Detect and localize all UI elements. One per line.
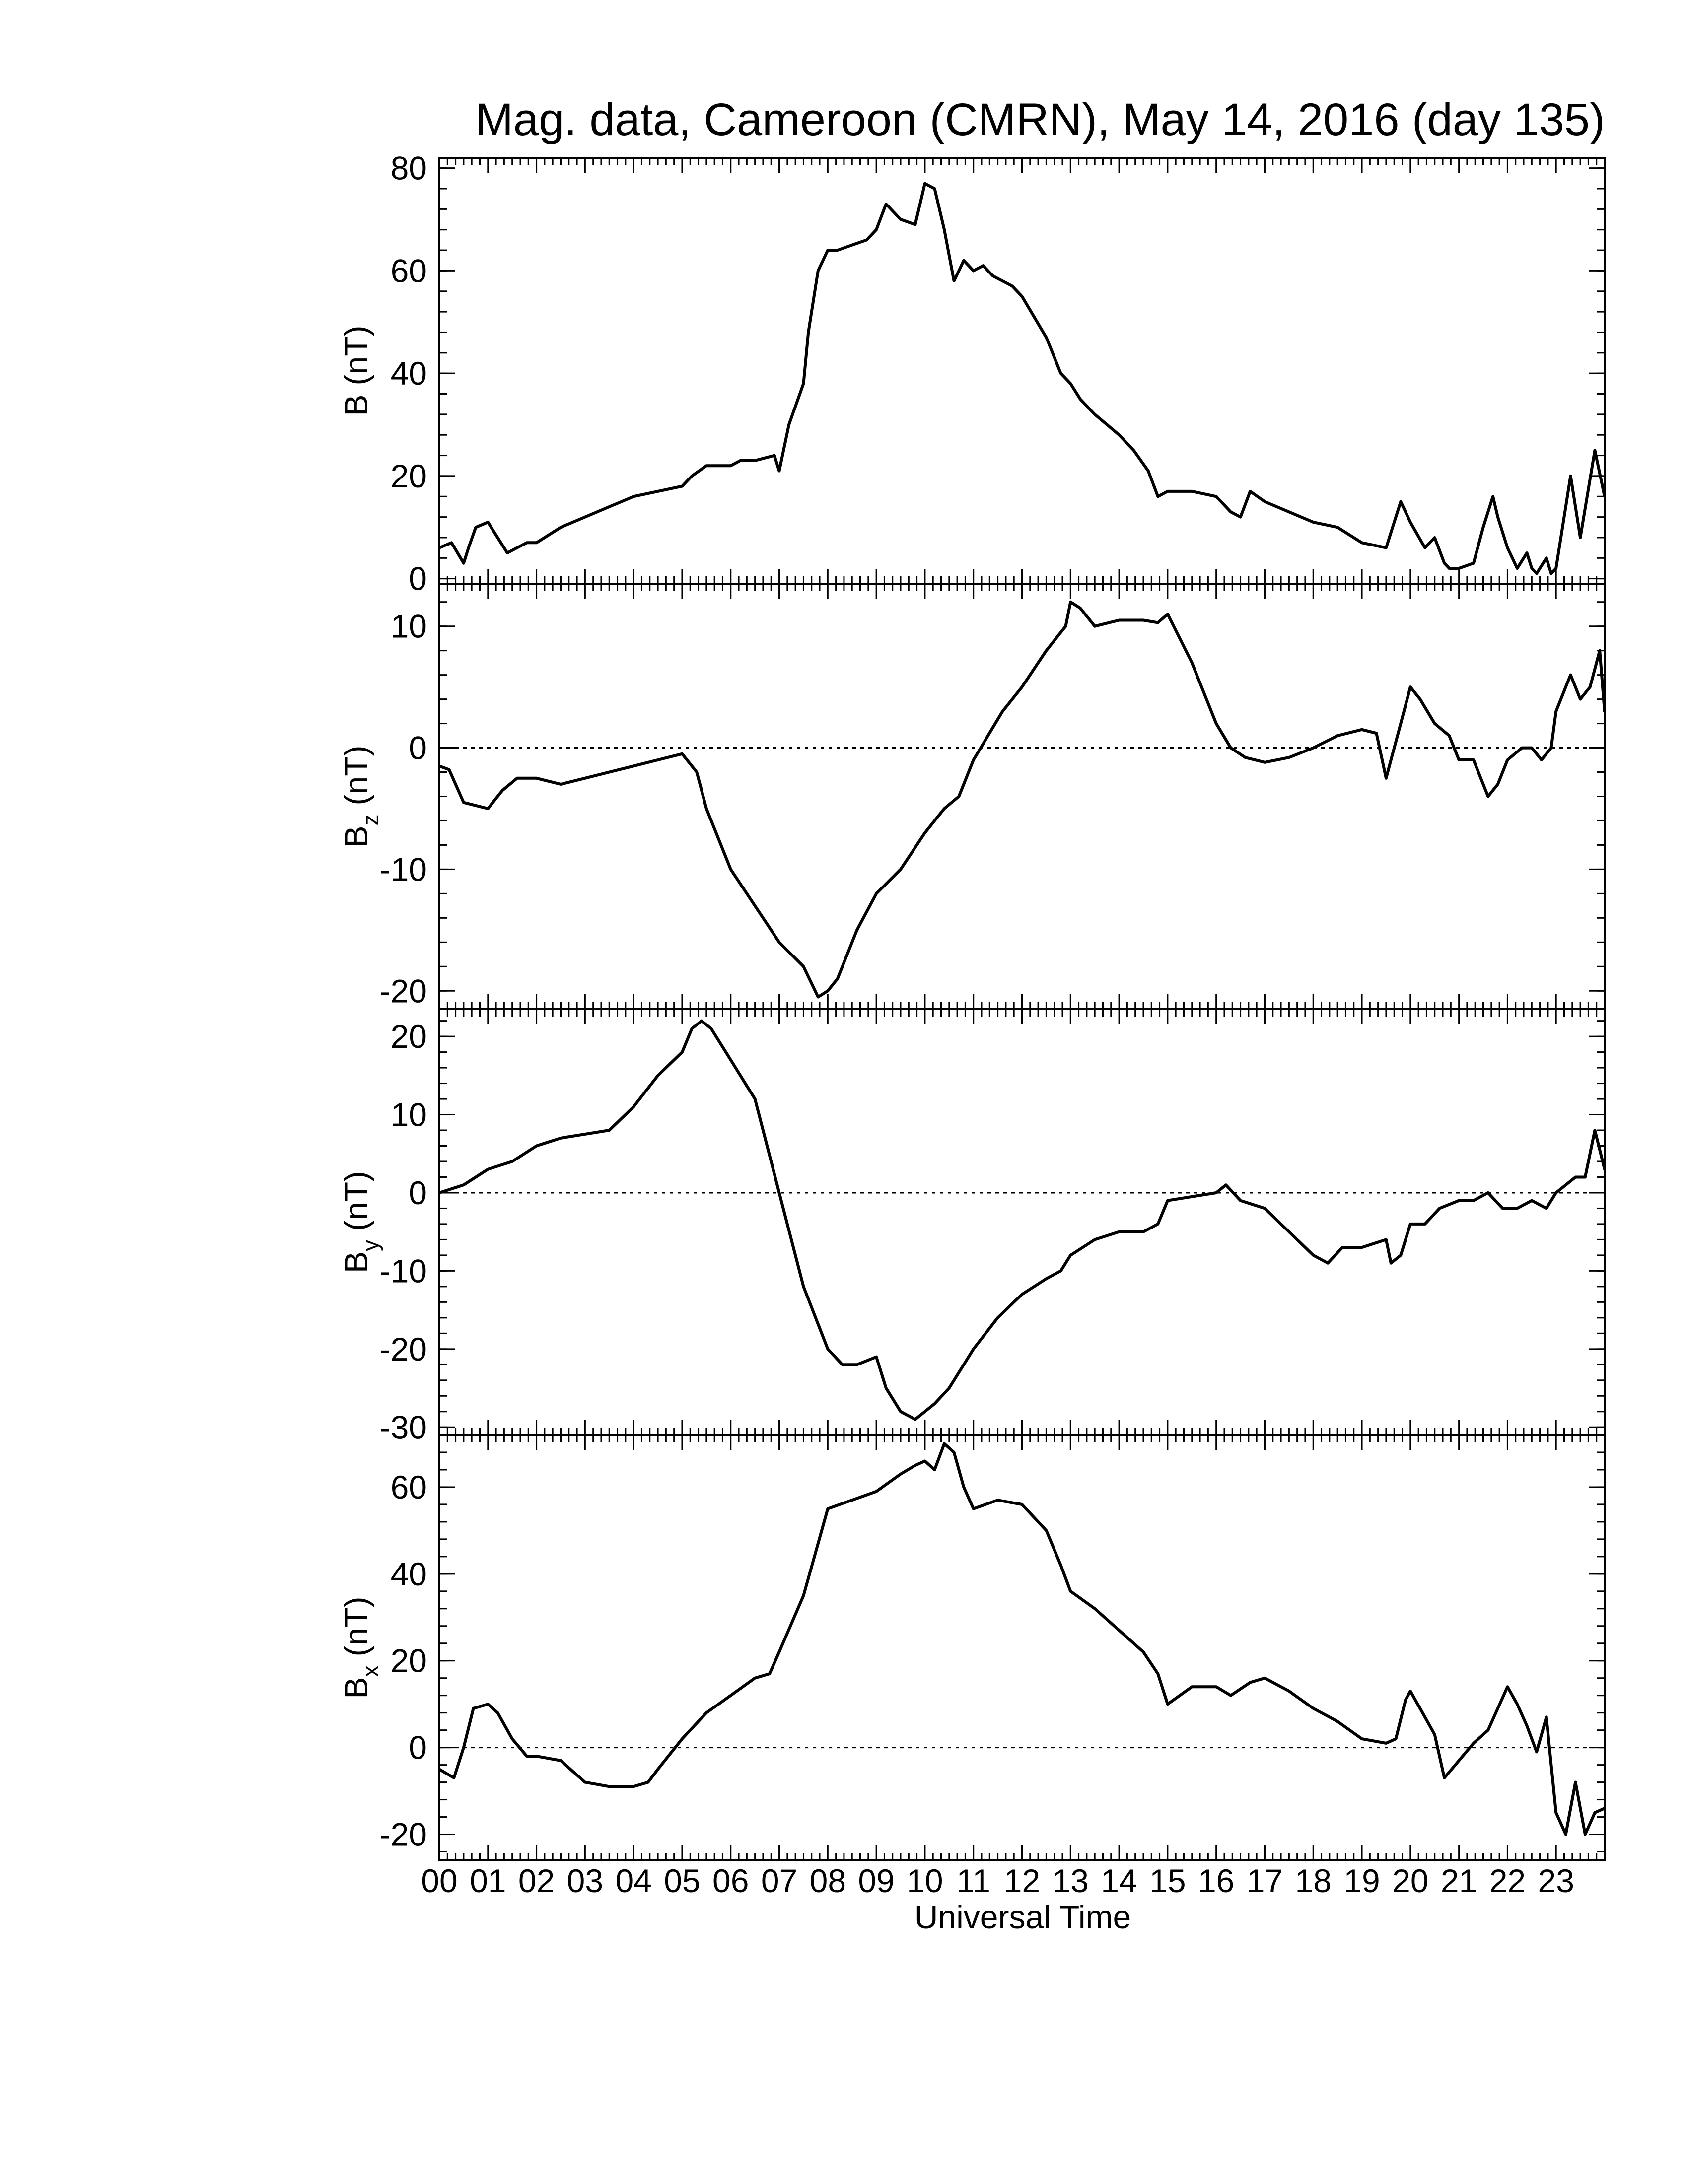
y-tick-label: 20 <box>391 1642 427 1679</box>
y-tick-label: 0 <box>409 1174 427 1211</box>
y-axis-label-By: By (nT) <box>338 1171 383 1273</box>
x-tick-label: 07 <box>761 1862 797 1899</box>
y-ticks-Bz: -20 -10 0 10 <box>380 601 1605 1009</box>
panel-Bz: -20 -10 0 10 Bz (nT) <box>338 583 1606 1010</box>
x-tick-label: 18 <box>1295 1862 1332 1899</box>
y-tick-label: 20 <box>391 458 427 494</box>
y-tick-label: 0 <box>409 560 427 597</box>
x-tick-label: 01 <box>470 1862 506 1899</box>
y-tick-label: 80 <box>391 150 427 187</box>
y-tick-label: -10 <box>380 1252 427 1289</box>
y-tick-label: -10 <box>380 851 427 887</box>
x-tick-label: 20 <box>1392 1862 1428 1899</box>
y-tick-label: 20 <box>391 1018 427 1055</box>
y-axis-label-main: B <box>338 1251 374 1273</box>
y-axis-label-Bz: Bz (nT) <box>338 745 383 847</box>
y-axis-label-unit: (nT) <box>338 325 374 385</box>
x-ticks-Bz <box>438 584 1606 1009</box>
x-tick-label: 05 <box>664 1862 700 1899</box>
y-axis-label-sub: z <box>357 814 383 825</box>
panels: 0 20 40 60 80 B (nT) -20 -10 0 10 Bz (nT) -30 -20 -10 0 1… <box>338 150 1606 1861</box>
y-tick-label: 60 <box>391 252 427 289</box>
y-axis-label-B: B (nT) <box>338 325 374 416</box>
x-tick-label: 10 <box>907 1862 943 1899</box>
x-tick-label: 15 <box>1149 1862 1186 1899</box>
y-tick-label: -30 <box>380 1409 427 1445</box>
y-axis-label-main: B <box>338 1677 374 1699</box>
panel-B: 0 20 40 60 80 B (nT) <box>338 150 1606 597</box>
y-ticks-By: -30 -20 -10 0 10 20 <box>380 1018 1605 1445</box>
x-tick-label: 09 <box>858 1862 894 1899</box>
x-ticks-By <box>438 1009 1606 1435</box>
series-line-B <box>438 182 1606 575</box>
chart-title: Mag. data, Cameroon (CMRN), May 14, 2016… <box>475 94 1605 145</box>
y-tick-label: 10 <box>391 1096 427 1133</box>
y-axis-label-sub: x <box>357 1665 383 1677</box>
plot-frame <box>438 1434 1606 1861</box>
x-tick-label: 14 <box>1101 1862 1137 1899</box>
y-axis-label-Bx: Bx (nT) <box>338 1596 383 1699</box>
y-ticks-Bx: -20 0 20 40 60 <box>380 1434 1605 1853</box>
x-tick-label: 02 <box>518 1862 555 1899</box>
y-tick-label: -20 <box>380 1816 427 1853</box>
x-tick-label: 12 <box>1004 1862 1040 1899</box>
y-tick-label: -20 <box>380 972 427 1009</box>
x-axis-label: Universal Time <box>914 1899 1131 1935</box>
y-axis-label-unit: (nT) <box>338 1171 374 1231</box>
panel-By: -30 -20 -10 0 10 20 By (nT) <box>338 1008 1606 1445</box>
y-tick-label: 60 <box>391 1469 427 1505</box>
x-tick-label: 11 <box>956 1862 990 1899</box>
y-tick-label: 40 <box>391 355 427 392</box>
y-axis-label-main: B <box>338 394 374 416</box>
plot-frame <box>438 583 1606 1010</box>
x-tick-label: 06 <box>712 1862 749 1899</box>
y-axis-label-unit: (nT) <box>338 745 374 805</box>
panel-Bx: -20 0 20 40 60 Bx (nT) <box>338 1434 1606 1861</box>
y-tick-label: 40 <box>391 1556 427 1592</box>
y-axis-label-sub: y <box>357 1240 383 1251</box>
y-axis-label-unit: (nT) <box>338 1596 374 1656</box>
x-tick-label: 04 <box>615 1862 651 1899</box>
y-axis-label-main: B <box>338 825 374 847</box>
plot-frame <box>438 1008 1606 1436</box>
series-line-Bz <box>438 600 1606 999</box>
x-tick-label: 17 <box>1247 1862 1283 1899</box>
x-tick-label: 22 <box>1489 1862 1526 1899</box>
x-tick-label: 21 <box>1441 1862 1477 1899</box>
x-tick-label: 16 <box>1198 1862 1234 1899</box>
x-tick-label: 19 <box>1343 1862 1380 1899</box>
series-line-By <box>438 1019 1606 1421</box>
x-tick-label: 00 <box>421 1862 457 1899</box>
x-ticks-B <box>438 158 1606 584</box>
x-tick-label: 08 <box>810 1862 846 1899</box>
x-tick-labels: 00 01 02 03 04 05 06 07 08 09 10 11 12 13 14 15 16 17 18 19… <box>421 1862 1574 1899</box>
x-ticks-Bx <box>438 1435 1606 1860</box>
y-tick-label: 10 <box>391 608 427 645</box>
series-line-Bx <box>438 1442 1606 1836</box>
y-tick-label: -20 <box>380 1331 427 1367</box>
x-tick-label: 13 <box>1053 1862 1089 1899</box>
y-ticks-B: 0 20 40 60 80 <box>391 150 1605 597</box>
y-tick-label: 0 <box>409 1729 427 1766</box>
x-tick-label: 23 <box>1538 1862 1574 1899</box>
y-tick-label: 0 <box>409 730 427 766</box>
plot-frame <box>438 157 1606 585</box>
x-tick-label: 03 <box>567 1862 603 1899</box>
